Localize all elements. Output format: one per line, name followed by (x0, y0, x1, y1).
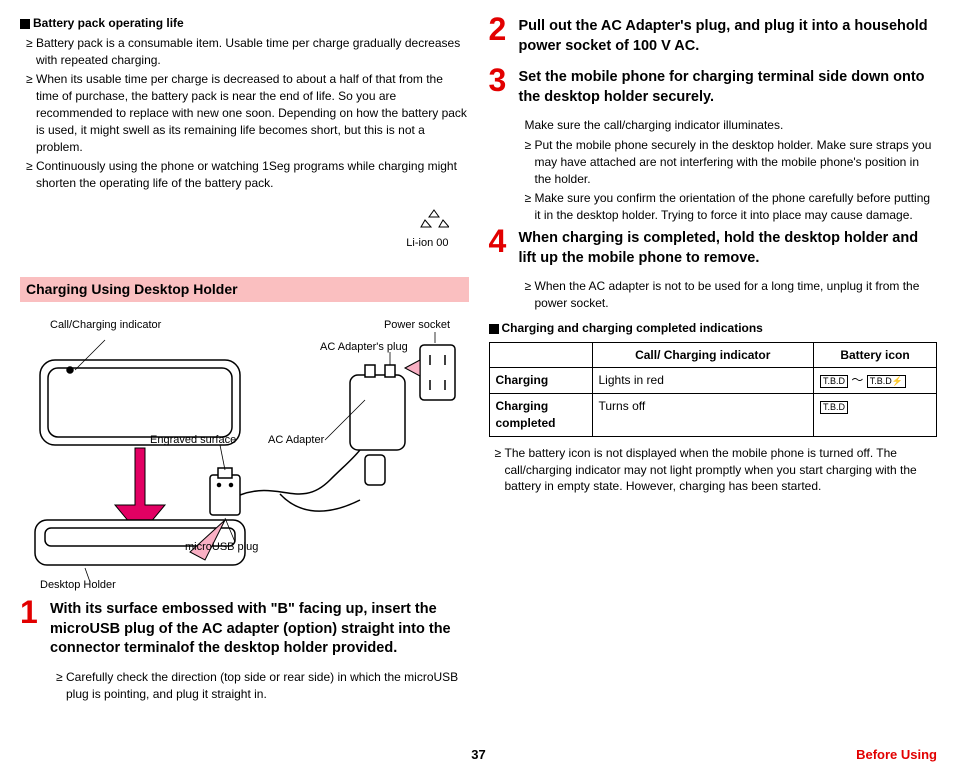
indication-table: Call/ Charging indicator Battery icon Ch… (489, 342, 938, 437)
table-row: Charging completed Turns off T.B.D (489, 394, 937, 437)
item-text: The battery icon is not displayed when t… (505, 445, 938, 495)
footer-section: Before Using (787, 746, 937, 764)
bullet-icon: ≥ (525, 278, 535, 312)
table-cell: T.B.D ～ T.B.D⚡ (814, 368, 937, 394)
step-text: Set the mobile phone for charging termin… (519, 66, 938, 107)
item-text: Continuously using the phone or watching… (36, 158, 469, 192)
bullet-icon: ≥ (26, 158, 36, 192)
item-text: When the AC adapter is not to be used fo… (535, 278, 938, 312)
tbd-icon: T.B.D (820, 401, 848, 414)
plain-note: Make sure the call/charging indicator il… (525, 117, 938, 134)
step-2: 2 Pull out the AC Adapter's plug, and pl… (489, 15, 938, 56)
table-header: Call/ Charging indicator (592, 342, 814, 368)
label-desktop-holder: Desktop Holder (40, 578, 116, 593)
heading-text: Charging and charging completed indicati… (502, 321, 763, 335)
charging-diagram: Call/Charging indicator Power socket AC … (20, 310, 460, 590)
item-text: Battery pack is a consumable item. Usabl… (36, 35, 469, 69)
step-number: 2 (489, 15, 519, 56)
tbd-icon: T.B.D (820, 375, 848, 388)
list-item: ≥ Battery pack is a consumable item. Usa… (26, 35, 469, 69)
bullet-icon: ≥ (525, 190, 535, 224)
step-text: With its surface embossed with "B" facin… (50, 598, 469, 659)
tilde: ～ (851, 373, 863, 387)
liion-text: Li-ion 00 (20, 236, 449, 251)
step-1: 1 With its surface embossed with "B" fac… (20, 598, 469, 659)
list-item: ≥ Continuously using the phone or watchi… (26, 158, 469, 192)
table-cell: Charging completed (489, 394, 592, 437)
heading-indications: Charging and charging completed indicati… (489, 320, 938, 337)
heading-battery-life: Battery pack operating life (20, 15, 469, 32)
label-power-socket: Power socket (384, 318, 450, 333)
recycle-icon (419, 207, 449, 231)
table-header (489, 342, 592, 368)
liion-label: Li-ion 00 (20, 207, 469, 252)
step-3: 3 Set the mobile phone for charging term… (489, 66, 938, 107)
tbd-icon: T.B.D⚡ (867, 375, 906, 388)
list-item: ≥ The battery icon is not displayed when… (495, 445, 938, 495)
step-number: 3 (489, 66, 519, 107)
item-text: Put the mobile phone securely in the des… (535, 137, 938, 187)
heading-text: Battery pack operating life (33, 16, 184, 30)
section-charging-holder: Charging Using Desktop Holder (20, 277, 469, 303)
item-text: Make sure you confirm the orientation of… (535, 190, 938, 224)
bullet-icon: ≥ (26, 71, 36, 155)
table-cell: T.B.D (814, 394, 937, 437)
label-engraved: Engraved surface (150, 433, 236, 448)
table-cell: Turns off (592, 394, 814, 437)
list-item: ≥ When the AC adapter is not to be used … (525, 278, 938, 312)
label-call-indicator: Call/Charging indicator (50, 318, 161, 333)
item-text: Carefully check the direction (top side … (66, 669, 469, 703)
step-4: 4 When charging is completed, hold the d… (489, 227, 938, 268)
list-item: ≥ Make sure you confirm the orientation … (525, 190, 938, 224)
bullet-icon: ≥ (525, 137, 535, 187)
step-number: 4 (489, 227, 519, 268)
bullet-icon: ≥ (495, 445, 505, 495)
table-header: Battery icon (814, 342, 937, 368)
square-bullet-icon (20, 19, 30, 29)
table-row: Charging Lights in red T.B.D ～ T.B.D⚡ (489, 368, 937, 394)
table-row: Call/ Charging indicator Battery icon (489, 342, 937, 368)
list-item: ≥ When its usable time per charge is dec… (26, 71, 469, 155)
step-text: Pull out the AC Adapter's plug, and plug… (519, 15, 938, 56)
list-item: ≥ Put the mobile phone securely in the d… (525, 137, 938, 187)
page-footer: 37 Before Using (20, 746, 937, 764)
bullet-icon: ≥ (56, 669, 66, 703)
item-text: When its usable time per charge is decre… (36, 71, 469, 155)
label-microusb: microUSB plug (185, 540, 258, 555)
table-cell: Charging (489, 368, 592, 394)
bullet-icon: ≥ (26, 35, 36, 69)
step-number: 1 (20, 598, 50, 659)
step-text: When charging is completed, hold the des… (519, 227, 938, 268)
square-bullet-icon (489, 324, 499, 334)
label-ac-plug: AC Adapter's plug (320, 340, 408, 355)
list-item: ≥ Carefully check the direction (top sid… (56, 669, 469, 703)
page-number: 37 (170, 746, 787, 764)
table-cell: Lights in red (592, 368, 814, 394)
label-ac-adapter: AC Adapter (268, 433, 324, 448)
